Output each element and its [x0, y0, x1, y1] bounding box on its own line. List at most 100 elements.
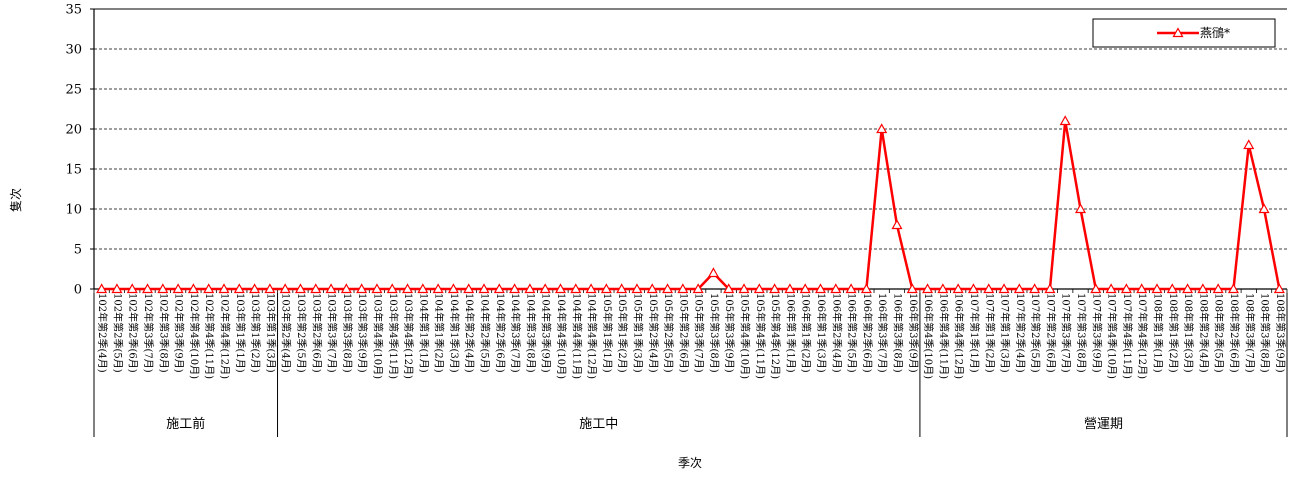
- x-tick-label: 103年第3季(9月): [356, 293, 369, 373]
- data-point: [967, 283, 979, 294]
- x-tick-label: 102年第3季(8月): [157, 293, 170, 373]
- x-tick-label: 107年第3季(7月): [1060, 293, 1073, 373]
- data-point: [937, 283, 949, 294]
- data-point: [233, 283, 245, 294]
- x-tick-label: 104年第4季(11月): [570, 293, 583, 379]
- x-tick-label: 106年第3季(7月): [876, 293, 889, 373]
- y-tick-label: 20: [65, 123, 82, 138]
- x-tick-label: 103年第4季(12月): [402, 293, 415, 379]
- data-point: [646, 283, 658, 294]
- x-tick-label: 102年第3季(7月): [142, 293, 155, 373]
- y-tick-label: 0: [74, 283, 82, 298]
- x-tick-label: 104年第3季(7月): [509, 293, 522, 373]
- y-tick-label: 30: [65, 43, 82, 58]
- x-tick-label: 105年第1季(1月): [601, 293, 614, 373]
- legend-label: 燕鴴*: [1200, 26, 1230, 40]
- data-point: [876, 123, 888, 134]
- x-tick-label: 105年第1季(3月): [631, 293, 644, 373]
- x-tick-label: 105年第1季(2月): [616, 293, 629, 373]
- data-point: [279, 283, 291, 294]
- series: [96, 115, 1285, 294]
- x-tick-label: 102年第4季(10月): [188, 293, 201, 379]
- data-point: [463, 283, 475, 294]
- data-point: [616, 283, 628, 294]
- data-point: [310, 283, 322, 294]
- gridlines: [94, 48, 1287, 250]
- axes: [90, 8, 1288, 293]
- x-tick-label: 108年第2季(5月): [1213, 293, 1226, 373]
- data-point: [111, 283, 123, 294]
- x-tick-label: 107年第3季(8月): [1075, 293, 1088, 373]
- data-point: [1212, 283, 1224, 294]
- y-tick-label: 35: [65, 3, 82, 18]
- y-tick-label: 25: [65, 83, 82, 98]
- x-tick-label: 107年第4季(11月): [1121, 293, 1134, 379]
- data-point: [1059, 115, 1071, 126]
- x-tick-label: 104年第1季(2月): [433, 293, 446, 373]
- x-tick-label: 104年第4季(10月): [555, 293, 568, 379]
- data-point: [784, 283, 796, 294]
- x-tick-label: 104年第1季(1月): [417, 293, 430, 373]
- x-tick-label: 102年第4季(11月): [203, 293, 216, 379]
- data-point: [264, 283, 276, 294]
- x-axis-title: 季次: [678, 456, 702, 470]
- x-tick-label: 103年第2季(6月): [310, 293, 323, 373]
- data-point: [1197, 283, 1209, 294]
- data-point: [585, 283, 597, 294]
- x-tick-label: 106年第3季(9月): [907, 293, 920, 373]
- x-tick-label: 106年第2季(4月): [830, 293, 843, 373]
- data-point: [356, 283, 368, 294]
- x-tick-label: 105年第3季(7月): [693, 293, 706, 373]
- x-tick-label: 102年第2季(4月): [96, 293, 109, 373]
- x-tick-label: 105年第2季(6月): [677, 293, 690, 373]
- x-tick-label: 103年第3季(8月): [341, 293, 354, 373]
- data-point: [906, 283, 918, 294]
- x-tick-label: 108年第1季(3月): [1182, 293, 1195, 373]
- y-axis-title: 隻次: [8, 188, 23, 212]
- data-point: [692, 283, 704, 294]
- data-point: [294, 283, 307, 294]
- data-point: [142, 283, 154, 294]
- data-point: [769, 283, 781, 294]
- x-tick-label: 107年第2季(6月): [1044, 293, 1057, 373]
- data-point: [677, 283, 689, 294]
- data-point: [723, 283, 735, 294]
- data-point: [432, 283, 444, 294]
- x-tick-label: 105年第2季(4月): [647, 293, 660, 373]
- data-point: [1151, 283, 1163, 294]
- x-tick-label: 104年第2季(5月): [479, 293, 492, 373]
- data-point: [631, 283, 643, 294]
- data-point: [814, 283, 827, 294]
- x-tick-label: 106年第3季(8月): [891, 293, 904, 373]
- x-tick-label: 107年第4季(12月): [1136, 293, 1149, 379]
- x-tick-label: 106年第2季(6月): [861, 293, 874, 373]
- data-point: [386, 283, 398, 294]
- data-point: [983, 283, 995, 294]
- x-tick-label: 106年第4季(10月): [922, 293, 935, 379]
- x-tick-label: 103年第4季(11月): [387, 293, 400, 379]
- data-point: [662, 283, 674, 294]
- data-point: [845, 283, 857, 294]
- data-point: [524, 283, 536, 294]
- x-tick-label: 104年第2季(4月): [463, 293, 476, 373]
- data-point: [1013, 283, 1025, 294]
- x-tick-label: 103年第2季(5月): [295, 293, 308, 373]
- x-tick-label: 106年第4季(11月): [937, 293, 950, 379]
- y-tick-label: 15: [65, 163, 82, 178]
- x-tick-label: 104年第3季(8月): [524, 293, 537, 373]
- x-tick-label: 103年第1季(2月): [249, 293, 262, 373]
- data-point: [1074, 203, 1087, 214]
- x-tick-label: 102年第2季(6月): [127, 293, 140, 373]
- x-tick-label: 108年第3季(8月): [1259, 293, 1272, 373]
- period-label: 施工中: [579, 417, 618, 432]
- data-point: [1227, 283, 1239, 294]
- period-groups: 施工前 施工中 營運期: [93, 293, 1288, 437]
- x-tick-label: 102年第2季(5月): [111, 293, 124, 373]
- x-tick-label: 105年第3季(9月): [723, 293, 736, 373]
- x-tick-label: 107年第3季(9月): [1090, 293, 1103, 373]
- x-tick-label: 105年第3季(8月): [708, 293, 721, 373]
- x-tick-label: 108年第2季(6月): [1228, 293, 1241, 373]
- x-tick-label: 107年第1季(3月): [999, 293, 1012, 373]
- data-point: [1044, 283, 1056, 294]
